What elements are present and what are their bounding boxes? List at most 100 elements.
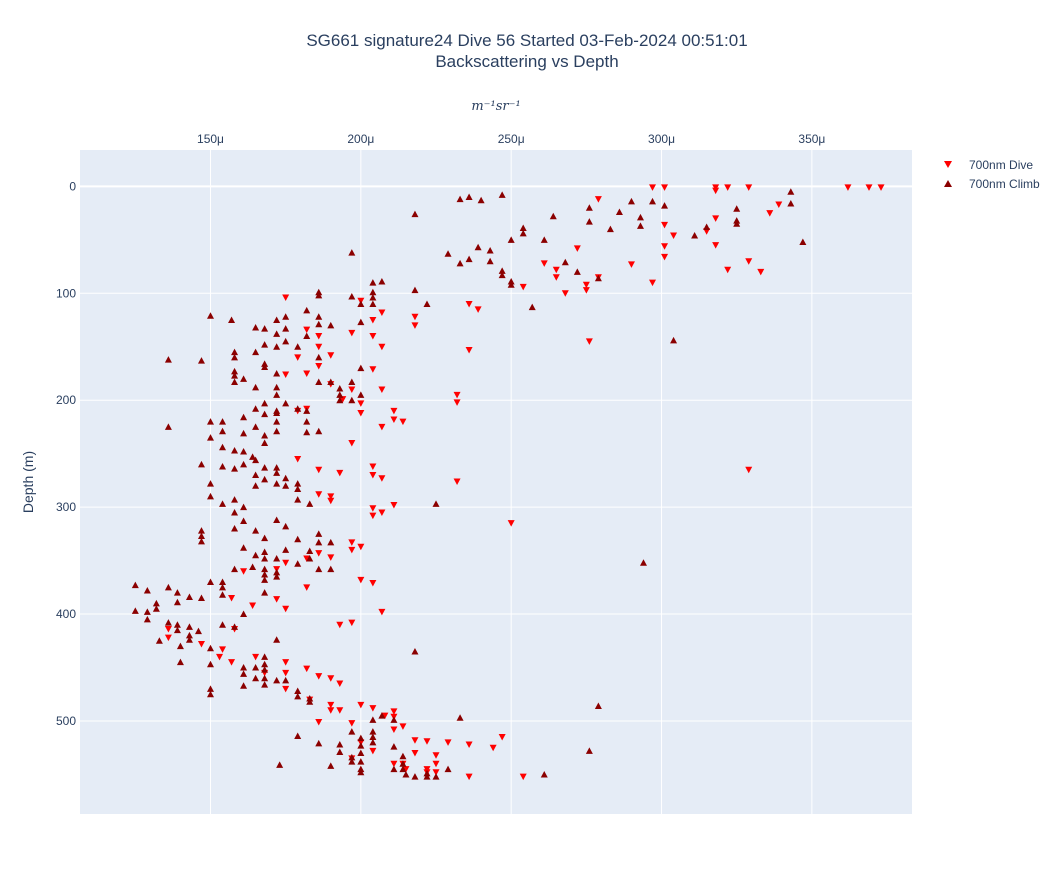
- climb-point: [282, 474, 290, 482]
- climb-point: [261, 653, 269, 660]
- legend-item-dive[interactable]: 700nm Dive: [944, 158, 1033, 172]
- legend-item-climb[interactable]: 700nm Climb: [944, 177, 1040, 191]
- dive-point: [402, 766, 410, 773]
- climb-point: [240, 682, 248, 689]
- climb-point: [240, 503, 248, 511]
- dive-point: [252, 653, 260, 661]
- climb-point: [131, 581, 139, 589]
- dive-point: [432, 760, 440, 768]
- climb-point: [240, 517, 248, 525]
- climb-point: [315, 313, 323, 320]
- dive-point: [411, 750, 419, 757]
- dive-point: [327, 493, 335, 500]
- dive-point: [282, 669, 290, 677]
- dive-point: [844, 184, 852, 191]
- dive-point: [327, 675, 335, 682]
- legend[interactable]: 700nm Dive 700nm Climb: [944, 158, 1040, 191]
- climb-point: [219, 621, 227, 628]
- climb-point: [249, 563, 257, 571]
- dive-point: [348, 539, 356, 546]
- dive-point: [444, 739, 452, 746]
- climb-point: [219, 578, 227, 585]
- climb-point: [252, 456, 260, 464]
- climb-point: [691, 232, 699, 239]
- dive-point: [378, 475, 386, 482]
- climb-point: [173, 626, 181, 634]
- dive-point: [661, 184, 669, 191]
- dive-point: [661, 253, 669, 261]
- dive-point: [661, 221, 669, 229]
- dive-point: [661, 243, 669, 250]
- dive-point: [507, 520, 515, 527]
- dive-point: [649, 184, 657, 191]
- climb-point: [252, 674, 260, 682]
- climb-point: [369, 288, 377, 296]
- climb-point: [273, 469, 281, 476]
- dive-point: [315, 550, 323, 557]
- dive-point: [594, 196, 602, 203]
- climb-point: [282, 482, 290, 489]
- dive-point: [315, 673, 323, 680]
- dive-point: [670, 232, 678, 240]
- dive-point: [369, 505, 377, 512]
- climb-point: [402, 770, 410, 778]
- dive-point: [432, 769, 440, 776]
- dive-point: [465, 346, 473, 354]
- climb-point: [197, 357, 205, 364]
- dive-point: [369, 705, 377, 712]
- climb-point: [357, 391, 365, 398]
- dive-point: [197, 640, 205, 648]
- climb-point: [378, 712, 386, 719]
- climb-point: [282, 313, 290, 320]
- climb-point: [549, 212, 557, 220]
- climb-point: [231, 465, 239, 472]
- climb-point: [336, 396, 344, 404]
- dive-point: [489, 744, 497, 752]
- climb-point: [261, 660, 269, 668]
- climb-point: [185, 623, 193, 630]
- climb-point: [231, 367, 239, 375]
- dive-point: [745, 466, 753, 474]
- x-axis-title: m⁻¹sr⁻¹: [471, 99, 520, 114]
- climb-point: [219, 418, 227, 425]
- dive-point: [627, 261, 635, 268]
- climb-point: [294, 732, 302, 739]
- dive-point: [315, 491, 323, 498]
- climb-point: [219, 427, 227, 435]
- dive-point: [745, 258, 753, 265]
- climb-point: [261, 464, 269, 471]
- climb-point: [273, 418, 281, 425]
- climb-point: [315, 353, 323, 361]
- y-tick-label: 400: [56, 607, 76, 621]
- x-tick-label: 300μ: [648, 132, 675, 146]
- dive-point: [369, 512, 377, 520]
- dive-point: [348, 386, 356, 394]
- climb-point: [303, 418, 311, 425]
- climb-point: [399, 752, 407, 760]
- climb-point: [131, 607, 139, 614]
- climb-point: [733, 220, 741, 227]
- dive-point: [336, 680, 344, 688]
- climb-point: [639, 559, 647, 566]
- x-gridlines: [209, 150, 813, 814]
- dive-point: [315, 466, 323, 474]
- climb-point: [498, 271, 506, 279]
- climb-point: [261, 589, 269, 596]
- climb-point: [206, 578, 214, 585]
- dive-point: [369, 317, 377, 324]
- y-tick-label: 300: [56, 500, 76, 514]
- climb-point: [306, 698, 314, 705]
- climb-point: [357, 749, 365, 757]
- climb-point: [498, 191, 506, 198]
- climb-point: [303, 306, 311, 314]
- climb-point: [336, 748, 344, 755]
- climb-point: [282, 522, 290, 530]
- climb-point: [486, 247, 494, 254]
- dive-point: [540, 260, 548, 267]
- climb-point: [519, 224, 527, 232]
- climb-point: [273, 383, 281, 391]
- climb-point: [594, 702, 602, 710]
- climb-point: [173, 621, 181, 628]
- climb-point: [327, 378, 335, 386]
- climb-point: [273, 391, 281, 398]
